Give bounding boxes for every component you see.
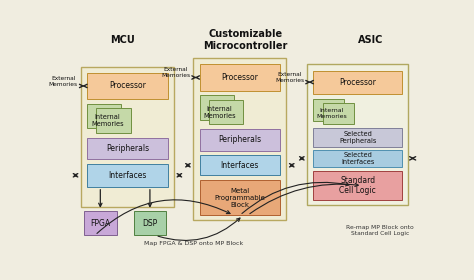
Text: Peripherals: Peripherals — [218, 135, 261, 144]
Bar — [200, 64, 280, 91]
Text: Internal
Memories: Internal Memories — [91, 114, 124, 127]
Text: MCU: MCU — [110, 35, 135, 45]
Bar — [313, 71, 402, 94]
Text: Selected
Interfaces: Selected Interfaces — [341, 152, 374, 165]
Bar — [200, 95, 234, 120]
Text: Customizable
Microcontroller: Customizable Microcontroller — [203, 29, 287, 51]
Bar — [307, 64, 408, 204]
Bar — [96, 108, 130, 133]
Text: Peripherals: Peripherals — [106, 144, 149, 153]
Text: Processor: Processor — [109, 81, 146, 90]
Text: Interfaces: Interfaces — [108, 171, 146, 180]
Text: FPGA: FPGA — [90, 218, 110, 228]
Text: Processor: Processor — [339, 78, 376, 87]
Text: Re-map MP Block onto
Standard Cell Logic: Re-map MP Block onto Standard Cell Logic — [346, 225, 414, 236]
Bar — [87, 104, 121, 128]
Bar — [200, 180, 280, 215]
Bar — [323, 103, 354, 124]
Bar — [84, 211, 117, 235]
Bar — [87, 137, 168, 159]
Text: External
Memories: External Memories — [275, 72, 304, 83]
Text: Selected
Peripherals: Selected Peripherals — [339, 131, 376, 144]
Bar — [200, 155, 280, 175]
Bar — [87, 164, 168, 187]
Bar — [200, 129, 280, 151]
Bar — [313, 150, 402, 167]
Bar — [81, 67, 174, 207]
Text: Internal
Memories: Internal Memories — [317, 108, 347, 119]
Text: Internal
Memories: Internal Memories — [203, 106, 236, 119]
Text: Interfaces: Interfaces — [220, 161, 259, 170]
Text: Metal
Programmable
Block: Metal Programmable Block — [214, 188, 265, 207]
Text: DSP: DSP — [142, 218, 157, 228]
FancyArrowPatch shape — [158, 218, 240, 241]
FancyArrowPatch shape — [242, 182, 349, 214]
Bar — [209, 100, 243, 124]
FancyArrowPatch shape — [250, 183, 358, 214]
Text: ASIC: ASIC — [358, 35, 383, 45]
Bar — [134, 211, 166, 235]
Bar — [313, 128, 402, 147]
Bar — [193, 58, 286, 220]
Bar — [87, 73, 168, 99]
Text: Processor: Processor — [221, 73, 258, 82]
Bar — [313, 99, 345, 121]
Bar — [313, 171, 402, 200]
Text: External
Memories: External Memories — [161, 67, 190, 78]
Text: Map FPGA & DSP onto MP Block: Map FPGA & DSP onto MP Block — [144, 241, 243, 246]
Text: Standard
Cell Logic: Standard Cell Logic — [339, 176, 376, 195]
FancyArrowPatch shape — [97, 200, 230, 234]
Text: External
Memories: External Memories — [49, 76, 78, 87]
